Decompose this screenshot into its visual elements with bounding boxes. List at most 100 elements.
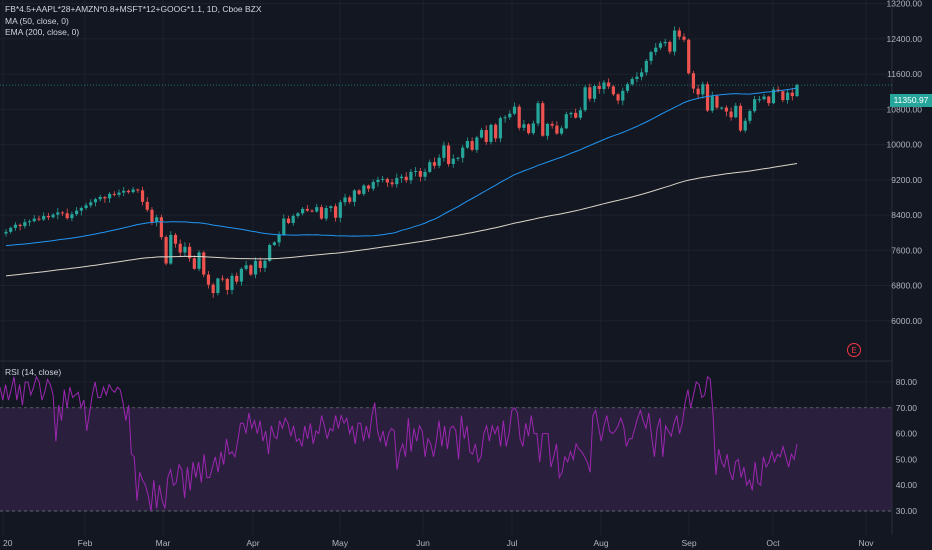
candle-body [282,218,286,235]
ma-legend[interactable]: MA (50, close, 0) [5,16,69,26]
candle-body [324,208,328,219]
ema-legend[interactable]: EMA (200, close, 0) [5,27,80,37]
price-axis[interactable]: 13200.00 12400.00 11600.00 10800.00 10000.00… [887,0,923,326]
candle-body [616,94,620,101]
candle-body [442,145,446,158]
candle-body [37,218,41,220]
candle-body [4,231,8,234]
candle-body [56,212,60,215]
candle-body [220,278,225,280]
candle-body [13,224,18,228]
candle-body [503,117,507,119]
candle-body [541,103,545,136]
candle-body [588,87,592,99]
time-tick-label: Oct [766,538,780,548]
candle-body [470,141,474,150]
candle-body [27,221,32,223]
last-price-tag: 11350.97 [890,94,932,107]
candle-body [559,128,564,134]
candle-body [404,176,408,181]
candle-body [65,213,69,219]
candle-body [668,41,672,52]
candle-body [785,92,790,101]
candle-body [112,193,116,195]
candle-body [192,258,196,269]
time-axis[interactable]: 20 Feb Mar Apr May Jun Jul Aug Sep Oct Nov [3,538,874,548]
candle-body [301,208,305,214]
candle-body [517,106,521,128]
candle-body [597,85,601,90]
candle-body [748,111,752,121]
candle-body [701,84,705,95]
candle-body [602,82,606,90]
price-tick-label: 12400.00 [887,34,923,44]
candle-body [451,158,455,164]
candle-body [32,218,36,222]
candle-body [84,205,88,209]
candle-body [197,252,201,269]
rsi-tick-label: 60.00 [896,429,918,439]
candle-body [338,202,342,218]
earnings-marker[interactable]: E [847,343,861,357]
time-tick-label: Jul [507,538,518,548]
candle-body [291,215,295,223]
candle-body [729,111,733,118]
candle-body [98,197,102,200]
candle-body [753,99,757,112]
time-tick-label: Sep [681,538,696,548]
candle-body [244,265,248,269]
rsi-legend[interactable]: RSI (14, close) [5,367,62,377]
candle-body [329,206,333,209]
candle-body [418,171,422,177]
candle-body [268,245,272,261]
candle-body [305,208,309,211]
candle-body [738,105,743,131]
candle-body [691,73,696,89]
candle-body [767,96,771,104]
candle-body [188,246,192,259]
candle-body [173,234,178,244]
candle-body [348,197,352,202]
price-tick-label: 11600.00 [887,69,922,79]
ma-50-line [5,87,798,247]
candle-body [479,130,484,138]
price-tick-label: 6000.00 [891,316,922,326]
candle-body [395,178,399,185]
candle-body [682,36,686,40]
candle-body [23,222,27,227]
candle-body [362,185,366,194]
rsi-band [0,407,892,511]
candle-body [178,243,182,253]
candle-body [621,90,625,101]
candle-body [512,106,517,114]
time-tick-label: 20 [3,538,13,548]
candle-body [734,105,738,118]
candle-body [428,162,432,172]
price-tick-label: 9200.00 [891,175,922,185]
candle-body [376,179,380,183]
candle-body [498,118,502,139]
candle-body [216,278,220,294]
price-tick-label: 10800.00 [887,104,923,114]
candle-body [145,201,149,210]
time-tick-label: Feb [78,538,93,548]
candle-body [352,190,357,202]
candle-body [536,103,540,124]
candle-body [555,125,559,134]
symbol-label[interactable]: FB*4.5+AAPL*28+AMZN*0.8+MSFT*12+GOOG*1.1… [5,4,262,14]
time-tick-label: May [332,538,349,548]
candle-body [654,47,658,53]
candle-body [757,99,761,101]
candle-body [649,52,653,61]
candle-body [545,123,550,136]
candle-body [640,72,644,77]
candle-body [409,171,413,181]
time-tick-label: Nov [858,538,874,548]
candle-body [366,185,371,189]
price-tick-label: 7600.00 [891,245,922,255]
candle-body [531,123,535,134]
candle-body [465,141,470,148]
candle-body [635,76,639,79]
rsi-axis[interactable]: 80.00 70.00 60.00 50.00 40.00 30.00 [896,377,918,516]
